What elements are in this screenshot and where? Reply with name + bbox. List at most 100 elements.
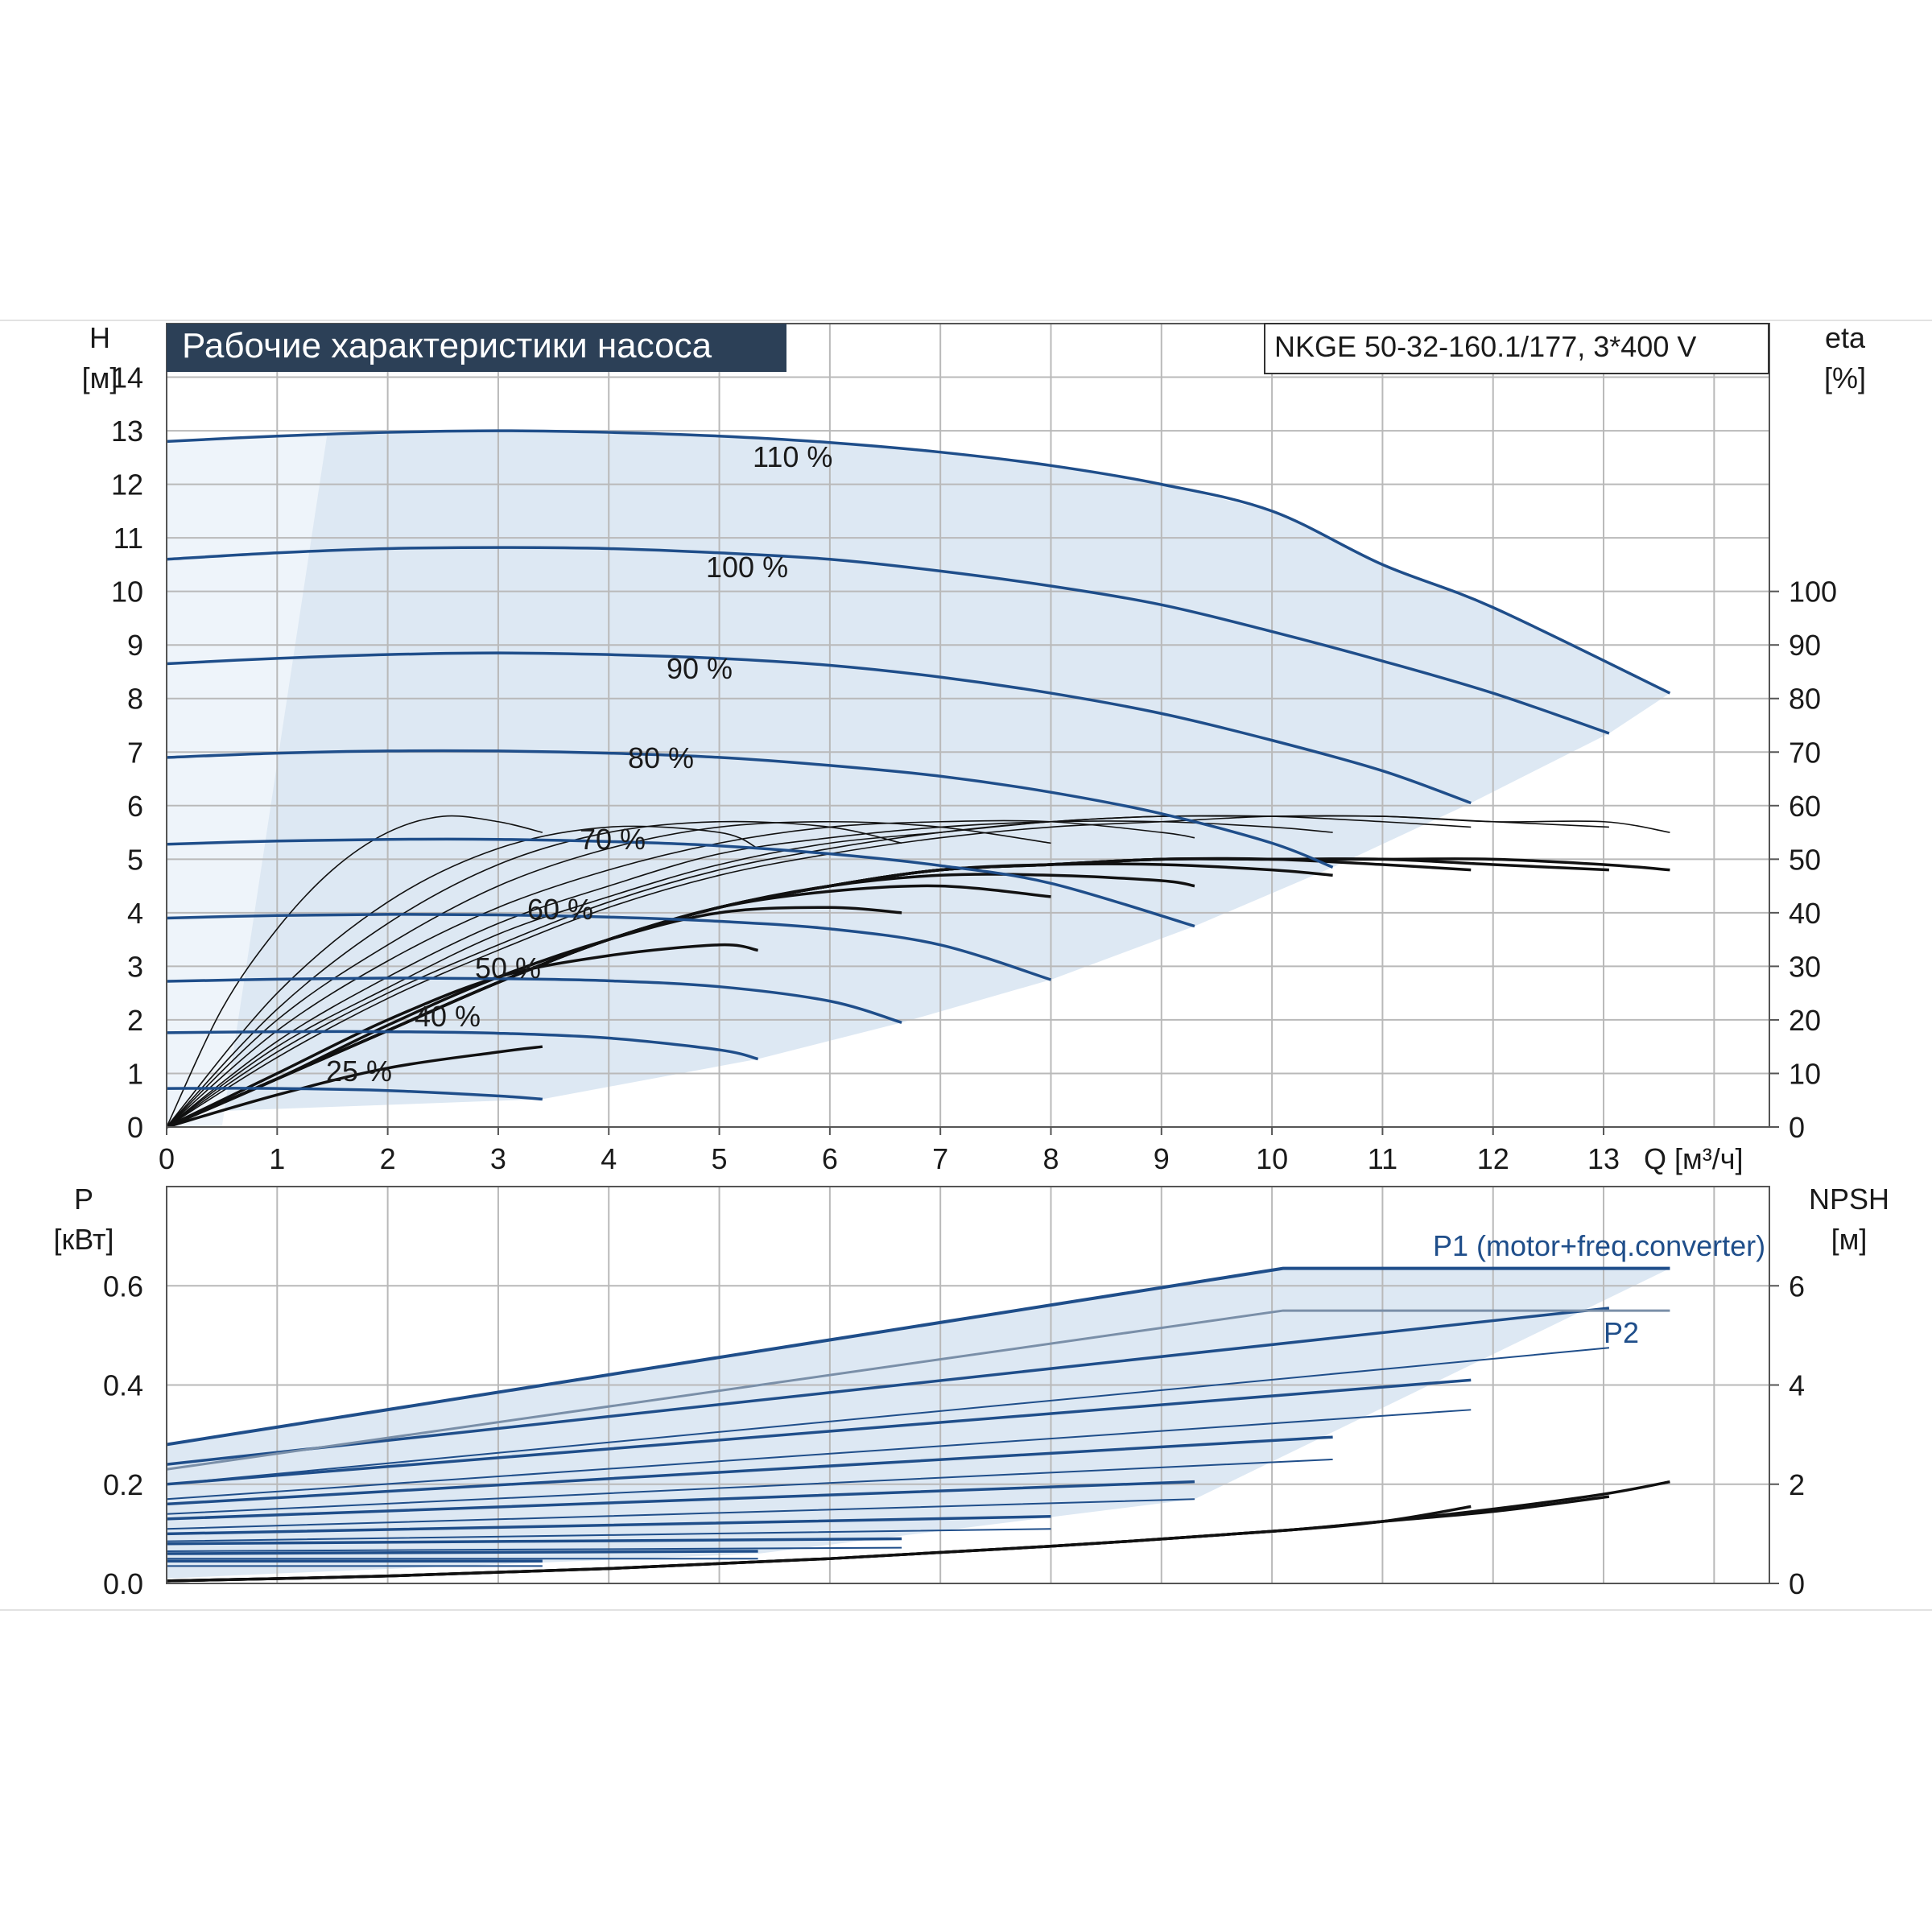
y-tick-label-eta: 0: [1789, 1111, 1805, 1144]
head-curve-label: 80 %: [628, 741, 694, 774]
curve-layer: [166, 429, 1671, 1583]
head-curve: [166, 651, 1472, 805]
y-axis-label-power: P: [74, 1183, 93, 1216]
x-tick-label: 7: [932, 1142, 948, 1175]
model-box: [1264, 323, 1769, 374]
head-curve-label: 60 %: [527, 893, 593, 926]
y-tick-label-eta: 80: [1789, 683, 1821, 716]
p1-curve: [166, 1378, 1472, 1486]
y-tick-label-eta: 100: [1789, 576, 1837, 609]
y-tick-label-eta: 30: [1789, 950, 1821, 983]
y-tick-label-eta: 20: [1789, 1004, 1821, 1037]
head-curve-label: 25 %: [326, 1055, 392, 1088]
p2-max-curve: [166, 1309, 1670, 1471]
p1-curve: [166, 1435, 1333, 1506]
y-axis-unit-power: [кВт]: [53, 1223, 114, 1256]
p2-curve: [166, 1347, 1609, 1485]
y-tick-label-head: 4: [127, 897, 143, 930]
y-tick-label-head: 14: [111, 361, 143, 394]
grid-layer: [166, 324, 1769, 1583]
x-tick-label: 10: [1256, 1142, 1288, 1175]
y-tick-label-eta: 40: [1789, 897, 1821, 930]
legend-p2: P2: [1604, 1316, 1639, 1349]
y-tick-label-head: 10: [111, 576, 143, 609]
y-tick-label-head: 3: [127, 950, 143, 983]
head-curve-label: 110 %: [753, 440, 832, 473]
top-panel-frame: [166, 323, 1770, 1128]
x-tick-label: 6: [822, 1142, 838, 1175]
y-tick-label-eta: 90: [1789, 629, 1821, 662]
y-tick-label-eta: 60: [1789, 790, 1821, 823]
x-tick-label: 3: [490, 1142, 506, 1175]
eta-total-curve: [166, 1045, 543, 1129]
y-tick-label-head: 12: [111, 469, 143, 502]
p1-curve: [166, 1515, 1051, 1536]
title-box: [167, 324, 786, 372]
x-tick-label: 1: [269, 1142, 285, 1175]
model-label: NKGE 50-32-160.1/177, 3*400 V: [1274, 330, 1696, 363]
y-axis-label-head: H: [89, 321, 110, 354]
p2-curve: [166, 1458, 1333, 1515]
head-curve: [166, 913, 1052, 981]
eta-pump-curve: [166, 820, 902, 1128]
y-tick-label-head: 9: [127, 629, 143, 662]
head-light-area: [167, 436, 328, 1127]
y-axis-label-npsh: NPSH: [1809, 1183, 1889, 1216]
x-tick-label: 4: [601, 1142, 617, 1175]
y-tick-label-power: 0.0: [103, 1567, 143, 1600]
head-curve: [166, 546, 1610, 735]
y-axis-unit-head: [м]: [82, 361, 118, 394]
head-curve: [166, 1030, 759, 1061]
y-tick-label-head: 1: [127, 1057, 143, 1090]
head-curve-label: 50 %: [475, 952, 541, 985]
y-tick-label-head: 7: [127, 736, 143, 769]
y-tick-label-npsh: 6: [1789, 1269, 1805, 1302]
eta-total-curve: [166, 857, 1670, 1129]
head-curve-label: 100 %: [706, 551, 788, 584]
y-tick-label-power: 0.2: [103, 1468, 143, 1501]
x-tick-label: 11: [1368, 1142, 1397, 1175]
p1-curve: [166, 1480, 1195, 1521]
x-tick-label: 8: [1042, 1142, 1059, 1175]
head-curve: [166, 1087, 543, 1101]
p1-curve: [166, 1537, 902, 1546]
y-tick-label-eta: 10: [1789, 1057, 1821, 1090]
y-tick-label-head: 2: [127, 1004, 143, 1037]
p2-curve: [166, 1498, 1195, 1530]
label-layer: Рабочие характеристики насоса NKGE 50-32…: [53, 321, 1889, 1600]
eta-pump-curve: [166, 815, 543, 1128]
y-tick-label-power: 0.6: [103, 1269, 143, 1302]
head-curve-label: 70 %: [580, 823, 646, 856]
y-tick-label-head: 8: [127, 683, 143, 716]
y-axis-unit-eta: [%]: [1824, 361, 1866, 394]
y-axis-label-eta: eta: [1825, 321, 1866, 354]
p2-curve: [166, 1528, 1051, 1542]
head-curve-label: 90 %: [667, 652, 733, 685]
eta-pump-curve: [166, 815, 1670, 1128]
eta-pump-curve: [166, 825, 758, 1128]
y-tick-label-npsh: 2: [1789, 1468, 1805, 1501]
x-tick-label: 9: [1154, 1142, 1170, 1175]
y-tick-label-npsh: 4: [1789, 1369, 1805, 1402]
y-tick-label-eta: 70: [1789, 736, 1821, 769]
x-tick-label: 12: [1477, 1142, 1509, 1175]
p2-curve: [166, 1409, 1472, 1501]
x-tick-label: 0: [159, 1142, 175, 1175]
p2-curve: [166, 1546, 902, 1552]
x-tick-label: 5: [712, 1142, 728, 1175]
head-curve: [166, 976, 902, 1024]
y-tick-label-head: 5: [127, 843, 143, 876]
head-curve: [166, 749, 1334, 869]
eta-pump-curve: [166, 820, 1051, 1128]
y-tick-label-eta: 50: [1789, 843, 1821, 876]
head-operating-area: [167, 431, 1670, 1127]
x-tick-label: 2: [380, 1142, 396, 1175]
p1-max-curve: [166, 1266, 1670, 1447]
y-tick-label-head: 6: [127, 790, 143, 823]
legend-p1: P1 (motor+freq.converter): [1433, 1229, 1765, 1262]
y-axis-unit-npsh: [м]: [1831, 1223, 1868, 1256]
y-tick-label-head: 11: [114, 522, 143, 555]
x-axis-label: Q [м³/ч]: [1644, 1142, 1744, 1175]
y-tick-label-npsh: 0: [1789, 1567, 1805, 1600]
